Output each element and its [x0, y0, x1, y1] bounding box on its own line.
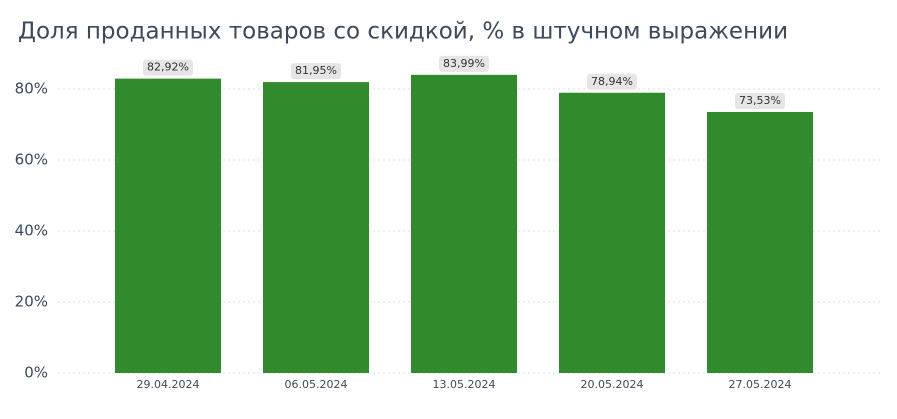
y-tick-label: 40%: [15, 222, 48, 240]
value-label-bg: [587, 73, 637, 90]
value-label-bg: [143, 59, 193, 76]
value-label-bg: [291, 63, 341, 80]
x-tick-label: 27.05.2024: [729, 378, 792, 391]
value-label: 81,95%: [295, 64, 337, 77]
value-label: 82,92%: [147, 61, 189, 74]
y-tick-label: 60%: [15, 151, 48, 169]
value-label: 73,53%: [739, 94, 781, 107]
x-tick-label: 29.04.2024: [137, 378, 200, 391]
chart-title: Доля проданных товаров со скидкой, % в ш…: [18, 19, 788, 45]
y-tick-label: 20%: [15, 293, 48, 311]
value-label: 78,94%: [591, 75, 633, 88]
value-label: 83,99%: [443, 57, 485, 70]
bar: [559, 92, 665, 373]
x-tick-label: 20.05.2024: [581, 378, 644, 391]
x-tick-label: 06.05.2024: [285, 378, 348, 391]
y-tick-label: 80%: [15, 80, 48, 98]
value-label-bg: [439, 55, 489, 72]
value-label-bg: [735, 92, 785, 109]
bar: [115, 78, 221, 373]
bar: [263, 82, 369, 373]
bar: [411, 74, 517, 373]
y-tick-label: 0%: [24, 364, 48, 382]
bar: [707, 111, 813, 373]
x-tick-label: 13.05.2024: [433, 378, 496, 391]
